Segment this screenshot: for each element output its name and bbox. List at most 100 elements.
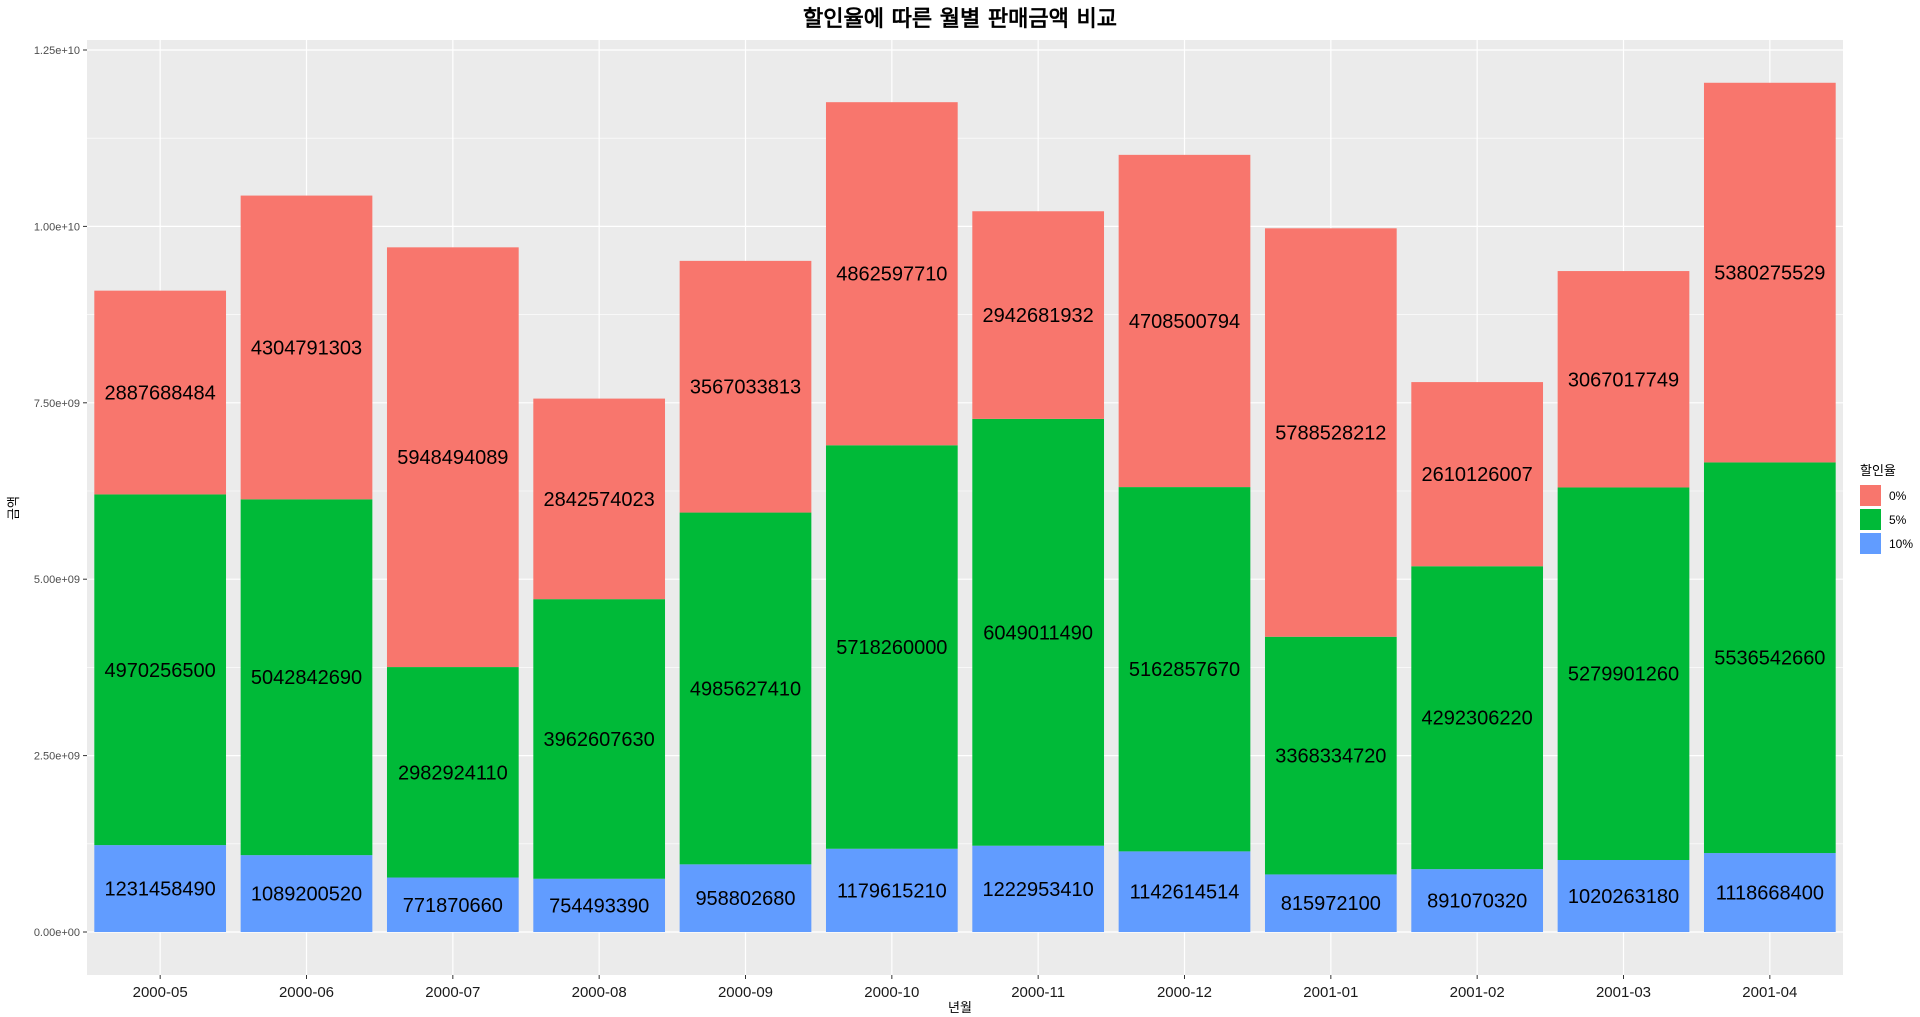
bar-segment bbox=[240, 195, 373, 500]
bar-segment bbox=[1264, 228, 1397, 637]
bar-segment bbox=[1118, 851, 1251, 932]
bar-segment bbox=[1264, 636, 1397, 875]
bar-segment bbox=[94, 845, 227, 932]
data-label: 3368334720 bbox=[1275, 746, 1386, 768]
bar-segment bbox=[1264, 874, 1397, 932]
bar-segment bbox=[1118, 487, 1251, 852]
legend-swatch bbox=[1860, 485, 1881, 506]
data-label: 1089200520 bbox=[251, 884, 362, 906]
bar-segment bbox=[240, 855, 373, 932]
x-tick-label: 2000-07 bbox=[425, 984, 480, 1001]
chart-title: 할인율에 따른 월별 판매금액 비교 bbox=[803, 7, 1117, 32]
x-tick-label: 2000-06 bbox=[279, 984, 334, 1001]
bar-segment bbox=[1703, 462, 1836, 854]
y-axis-title: 금액 bbox=[7, 496, 22, 520]
data-label: 1179615210 bbox=[837, 880, 947, 902]
bar-segment bbox=[825, 102, 958, 446]
y-axis: 0.00e+00 2.50e+09 5.00e+09 7.50e+09 1.00e+10… bbox=[34, 45, 87, 939]
x-axis: 2000-05 2000-06 2000-07 2000-08 2000-09 2000-… bbox=[133, 975, 1797, 1001]
bar-segment bbox=[386, 877, 519, 932]
data-label: 5788528212 bbox=[1275, 423, 1386, 445]
bar-labels: 1231458490 4970256500 2887688484 1089200520… bbox=[105, 263, 1826, 918]
data-label: 5162857670 bbox=[1129, 659, 1240, 681]
bar-segment bbox=[1557, 860, 1690, 932]
y-tick-label: 1.25e+10 bbox=[34, 45, 80, 57]
data-label: 4985627410 bbox=[690, 678, 801, 700]
bar-segment bbox=[533, 398, 666, 600]
bar-segment bbox=[972, 211, 1105, 419]
data-label: 4708500794 bbox=[1129, 311, 1240, 333]
x-tick-label: 2000-12 bbox=[1157, 984, 1212, 1001]
data-label: 5279901260 bbox=[1568, 664, 1679, 686]
legend-title: 할인율 bbox=[1860, 464, 1896, 479]
bars bbox=[94, 82, 1836, 932]
data-label: 2610126007 bbox=[1422, 464, 1533, 486]
data-label: 5042842690 bbox=[251, 667, 362, 689]
bar-segment bbox=[1703, 82, 1836, 463]
y-tick-label: 5.00e+09 bbox=[34, 574, 80, 586]
bar-segment bbox=[1703, 853, 1836, 932]
data-label: 5948494089 bbox=[397, 447, 508, 469]
bar-segment bbox=[679, 864, 812, 932]
data-label: 5380275529 bbox=[1714, 263, 1825, 285]
bar-segment bbox=[240, 499, 373, 856]
data-label: 754493390 bbox=[549, 895, 649, 917]
data-label: 1118668400 bbox=[1716, 883, 1824, 905]
x-tick-label: 2000-10 bbox=[864, 984, 919, 1001]
x-tick-label: 2001-02 bbox=[1450, 984, 1505, 1001]
x-axis-title: 년월 bbox=[948, 1001, 972, 1016]
data-label: 2942681932 bbox=[983, 305, 1094, 327]
legend-label: 5% bbox=[1889, 513, 1907, 527]
bar-segment bbox=[825, 848, 958, 932]
bar-segment bbox=[1557, 487, 1690, 861]
bar-segment bbox=[94, 290, 227, 495]
bar-segment bbox=[825, 445, 958, 849]
bar-segment bbox=[533, 878, 666, 932]
data-label: 6049011490 bbox=[983, 622, 1093, 644]
bar-segment bbox=[1557, 271, 1690, 488]
data-label: 4304791303 bbox=[251, 337, 362, 359]
y-tick-label: 2.50e+09 bbox=[34, 751, 80, 763]
data-label: 815972100 bbox=[1281, 893, 1381, 915]
data-label: 3567033813 bbox=[690, 377, 801, 399]
x-tick-label: 2001-03 bbox=[1596, 984, 1651, 1001]
x-tick-label: 2000-11 bbox=[1011, 984, 1065, 1001]
data-label: 771870660 bbox=[403, 895, 503, 917]
bar-segment bbox=[972, 418, 1105, 846]
legend: 할인율 0% 5% 10% bbox=[1860, 464, 1913, 554]
data-label: 2887688484 bbox=[105, 383, 216, 405]
data-label: 2982924110 bbox=[398, 762, 508, 784]
bar-segment bbox=[1411, 869, 1544, 932]
bar-segment bbox=[533, 599, 666, 879]
data-label: 5536542660 bbox=[1714, 648, 1825, 670]
x-tick-label: 2000-08 bbox=[572, 984, 627, 1001]
x-tick-label: 2001-01 bbox=[1303, 984, 1358, 1001]
y-tick-label: 1.00e+10 bbox=[34, 221, 80, 233]
bar-segment bbox=[94, 494, 227, 846]
plot-panel bbox=[87, 40, 1843, 975]
legend-label: 10% bbox=[1889, 537, 1913, 551]
legend-label: 0% bbox=[1889, 489, 1907, 503]
data-label: 3067017749 bbox=[1568, 369, 1679, 391]
bar-segment bbox=[386, 247, 519, 668]
y-tick-label: 7.50e+09 bbox=[34, 398, 80, 410]
legend-swatch bbox=[1860, 509, 1881, 530]
x-tick-label: 2001-04 bbox=[1742, 984, 1797, 1001]
data-label: 4292306220 bbox=[1422, 708, 1533, 730]
bar-segment bbox=[1411, 566, 1544, 870]
data-label: 1222953410 bbox=[983, 879, 1094, 901]
legend-swatch bbox=[1860, 533, 1881, 554]
x-tick-label: 2000-09 bbox=[718, 984, 773, 1001]
bar-segment bbox=[679, 512, 812, 865]
data-label: 2842574023 bbox=[544, 489, 655, 511]
data-label: 3962607630 bbox=[544, 729, 655, 751]
x-tick-label: 2000-05 bbox=[133, 984, 188, 1001]
data-label: 4862597710 bbox=[836, 264, 947, 286]
bar-segment bbox=[1411, 382, 1544, 567]
data-label: 958802680 bbox=[695, 888, 795, 910]
legend-items: 0% 5% 10% bbox=[1860, 485, 1913, 554]
bar-segment bbox=[386, 667, 519, 878]
data-label: 1231458490 bbox=[105, 879, 216, 901]
data-label: 5718260000 bbox=[836, 637, 947, 659]
